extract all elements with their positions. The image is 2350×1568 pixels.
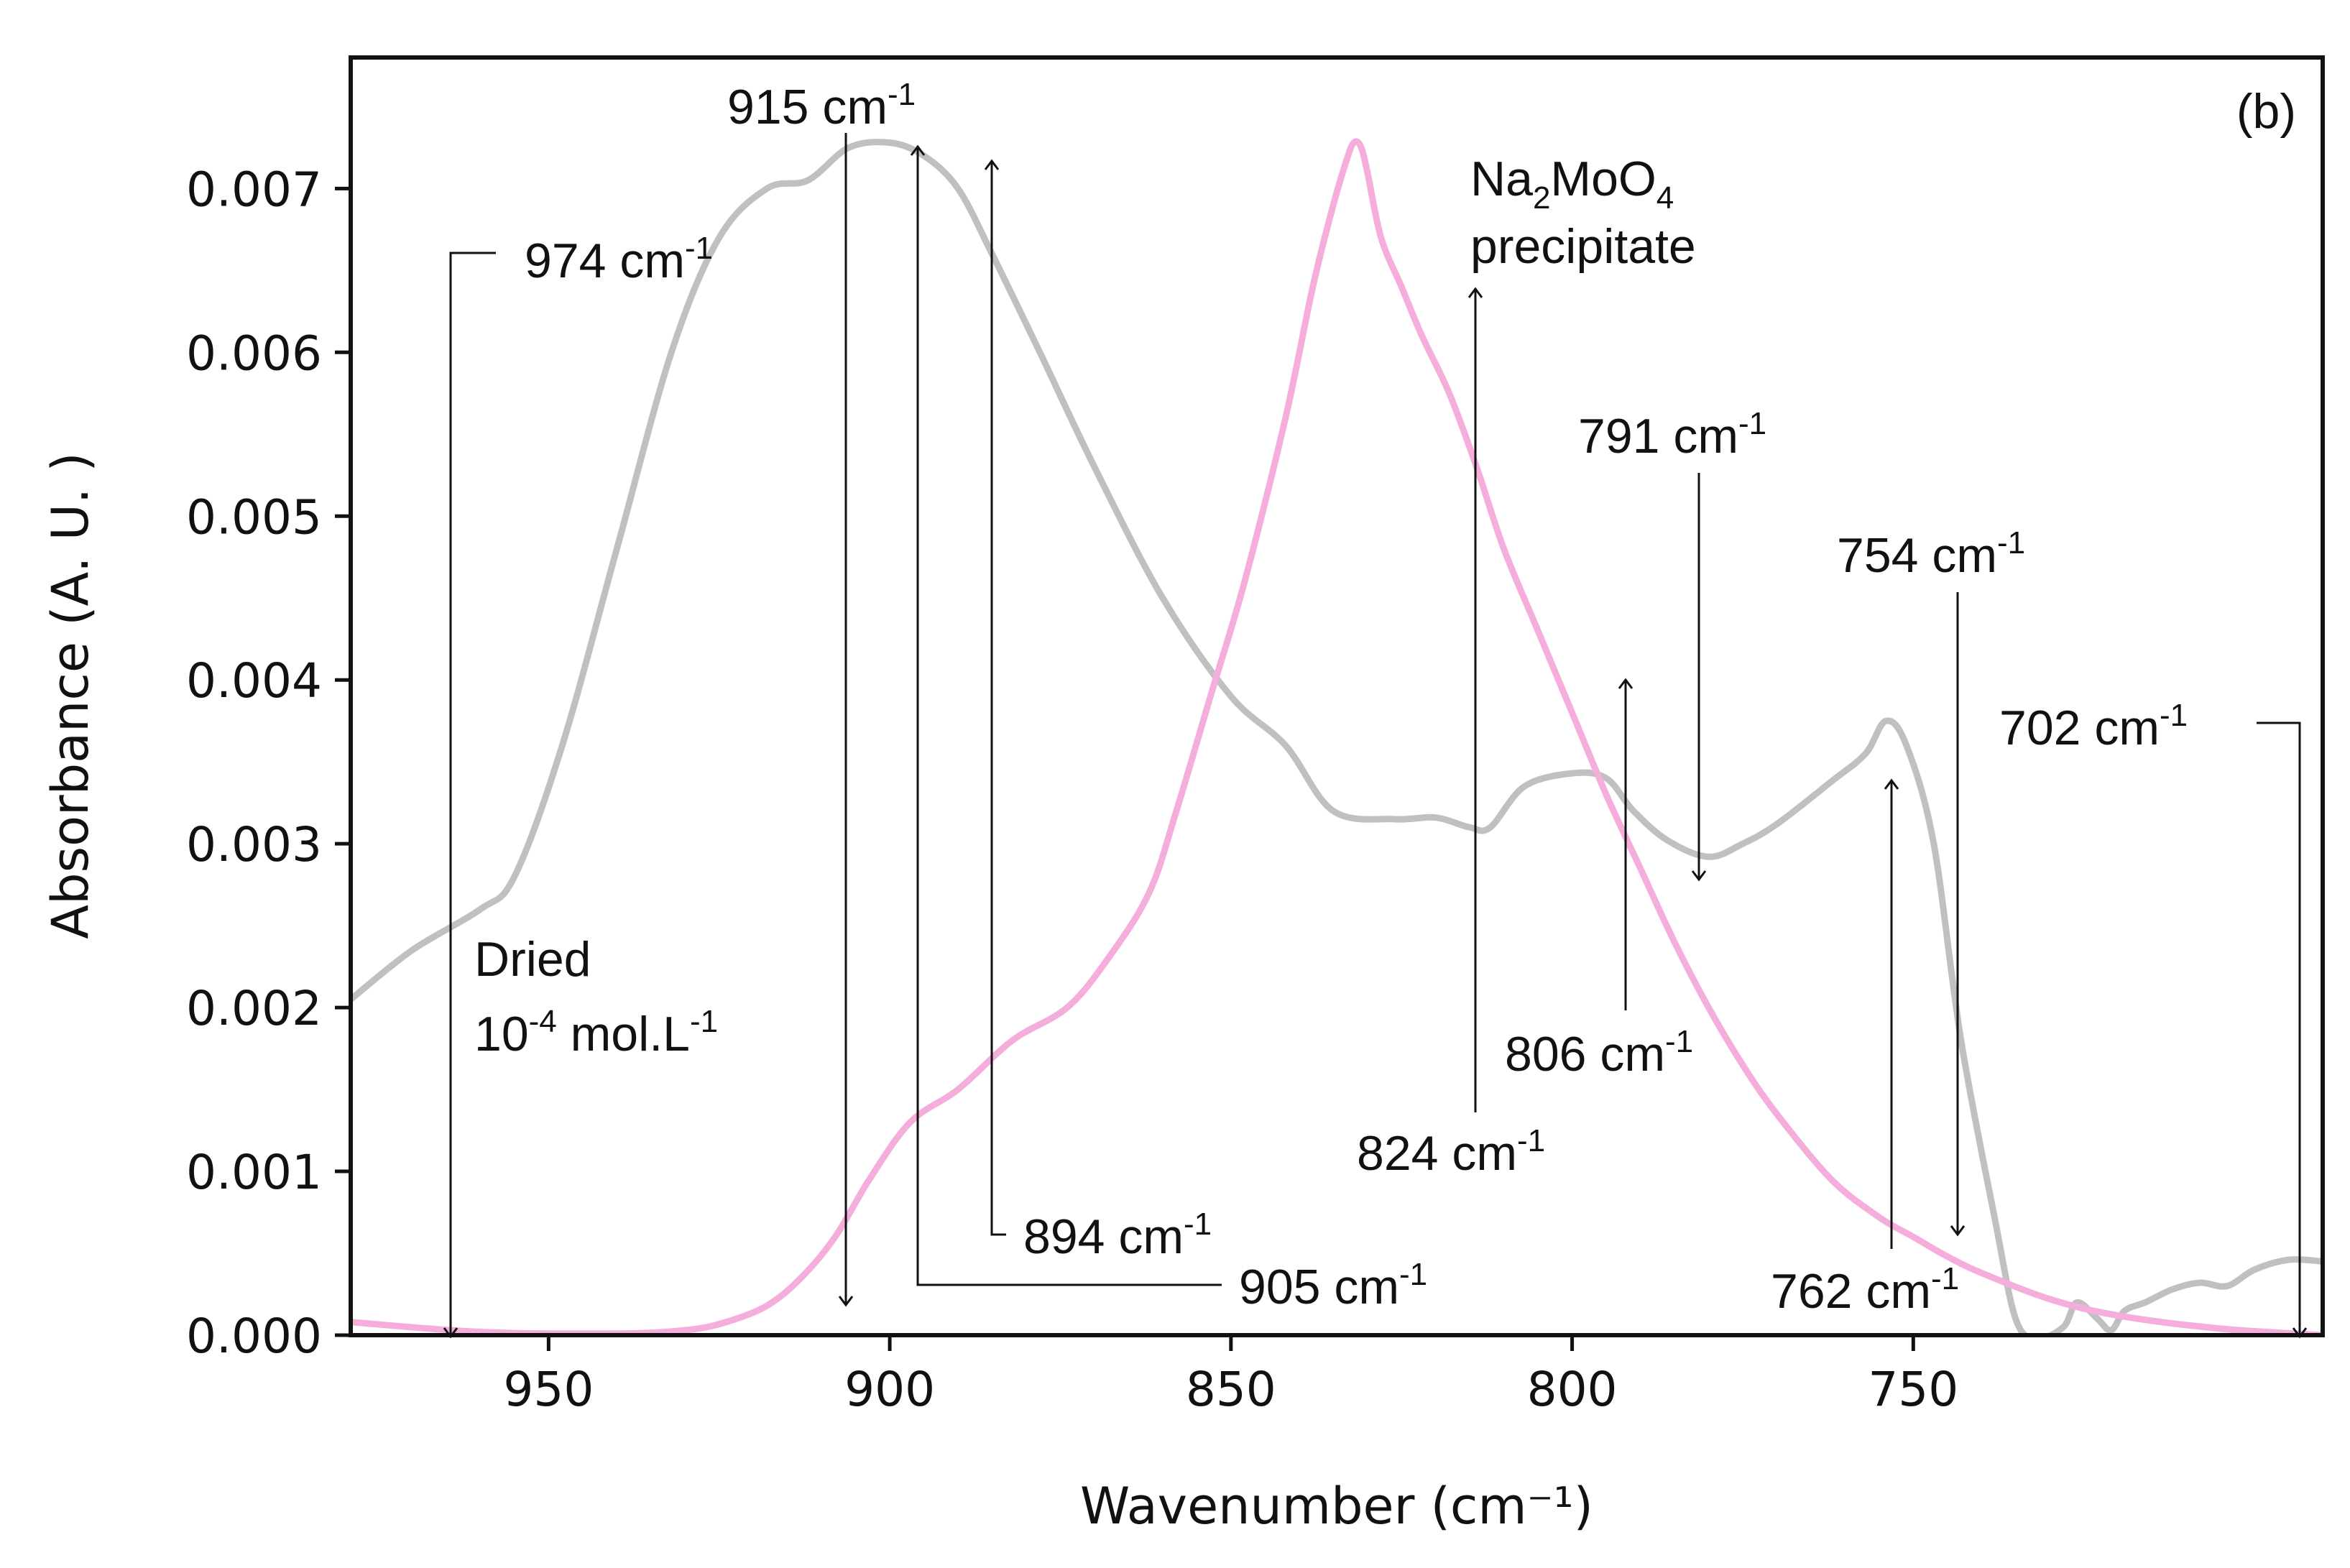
y-tick-label-6: 0.006: [186, 326, 322, 381]
x-tick-label-950: 950: [503, 1362, 594, 1417]
panel-label: (b): [2236, 84, 2296, 139]
series-layer: [351, 138, 2323, 1335]
x-axis-title: Wavenumber (cm⁻¹): [1080, 1477, 1593, 1536]
y-tick-label-0: 0.000: [186, 1309, 322, 1364]
dried-exp-base: 10: [474, 1007, 529, 1061]
annotation-974: 974 cm-1: [525, 231, 713, 288]
x-tick-label-800: 800: [1527, 1362, 1618, 1417]
dried-label-line1: Dried: [474, 932, 591, 987]
x-tick-label-750: 750: [1868, 1362, 1958, 1417]
y-tick-label-5: 0.005: [186, 489, 322, 545]
y-axis-title: Absorbance (A. U. ): [41, 452, 100, 939]
y-tick-label-1: 0.001: [186, 1145, 322, 1200]
series-dried-line: [351, 139, 2323, 1335]
ticks-layer: 950 900 850 800 750 0.000 0.001 0.002 0.003 0.004…: [186, 162, 1958, 1417]
annotation-702: 702 cm-1: [1999, 698, 2188, 755]
annotation-905: 905 cm-1: [1239, 1257, 1427, 1314]
dried-label-line2: 10-4 mol.L-1: [474, 1004, 718, 1061]
y-tick-label-2: 0.002: [186, 981, 322, 1036]
na-sub2: 4: [1656, 180, 1674, 216]
plot-frame: [349, 55, 2325, 1337]
annotation-791: 791 cm-1: [1578, 406, 1766, 464]
na-label-line2: precipitate: [1470, 219, 1696, 274]
leader-line-974: [443, 252, 496, 1339]
dried-exp-sup: -4: [529, 1004, 557, 1039]
y-tick-label-4: 0.004: [186, 653, 322, 709]
annotation-894: 894 cm-1: [1023, 1207, 1212, 1264]
leader-line-905: [910, 144, 1222, 1286]
leader-line-894: [984, 159, 1006, 1236]
dried-unit: mol.L: [557, 1007, 690, 1061]
annotation-824: 824 cm-1: [1357, 1123, 1545, 1181]
x-tick-label-900: 900: [844, 1362, 935, 1417]
annotation-lines: [443, 133, 2308, 1339]
na-b: MoO: [1550, 152, 1656, 206]
leader-line-702: [2257, 721, 2308, 1339]
annotation-762: 762 cm-1: [1771, 1261, 1959, 1319]
y-tick-label-7: 0.007: [186, 162, 322, 217]
annotation-806: 806 cm-1: [1505, 1024, 1693, 1082]
x-tick-label-850: 850: [1186, 1362, 1276, 1417]
annotation-754: 754 cm-1: [1837, 525, 2025, 583]
y-tick-label-3: 0.003: [186, 817, 322, 872]
dried-unit-sup: -1: [690, 1004, 718, 1039]
annotation-915: 915 cm-1: [727, 77, 916, 134]
na-label-line1: Na2MoO4: [1470, 152, 1674, 216]
series-na2moo4-line: [351, 138, 2323, 1335]
na-sub1: 2: [1533, 180, 1550, 216]
na-a: Na: [1470, 152, 1533, 206]
